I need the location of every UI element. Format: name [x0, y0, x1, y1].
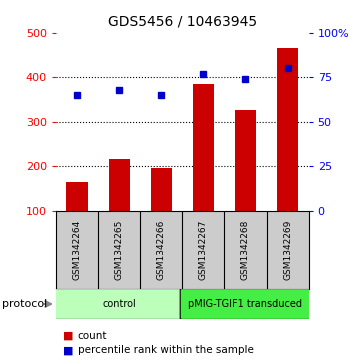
Bar — [66, 182, 87, 211]
Text: percentile rank within the sample: percentile rank within the sample — [78, 345, 253, 355]
Text: count: count — [78, 331, 107, 341]
Text: ■: ■ — [63, 331, 74, 341]
Text: control: control — [102, 299, 136, 309]
Bar — [235, 110, 256, 211]
Text: GSM1342269: GSM1342269 — [283, 219, 292, 280]
Bar — [109, 159, 130, 211]
Text: GSM1342265: GSM1342265 — [115, 219, 123, 280]
Text: ■: ■ — [63, 345, 74, 355]
FancyBboxPatch shape — [180, 289, 311, 319]
Text: GSM1342268: GSM1342268 — [241, 219, 250, 280]
Text: GSM1342264: GSM1342264 — [73, 220, 82, 280]
FancyBboxPatch shape — [54, 289, 184, 319]
Text: GSM1342266: GSM1342266 — [157, 219, 166, 280]
Text: GSM1342267: GSM1342267 — [199, 219, 208, 280]
Bar — [277, 48, 298, 211]
Text: pMIG-TGIF1 transduced: pMIG-TGIF1 transduced — [188, 299, 303, 309]
Title: GDS5456 / 10463945: GDS5456 / 10463945 — [108, 15, 257, 29]
Text: protocol: protocol — [2, 299, 47, 309]
Bar — [193, 84, 214, 211]
Bar — [151, 168, 172, 211]
